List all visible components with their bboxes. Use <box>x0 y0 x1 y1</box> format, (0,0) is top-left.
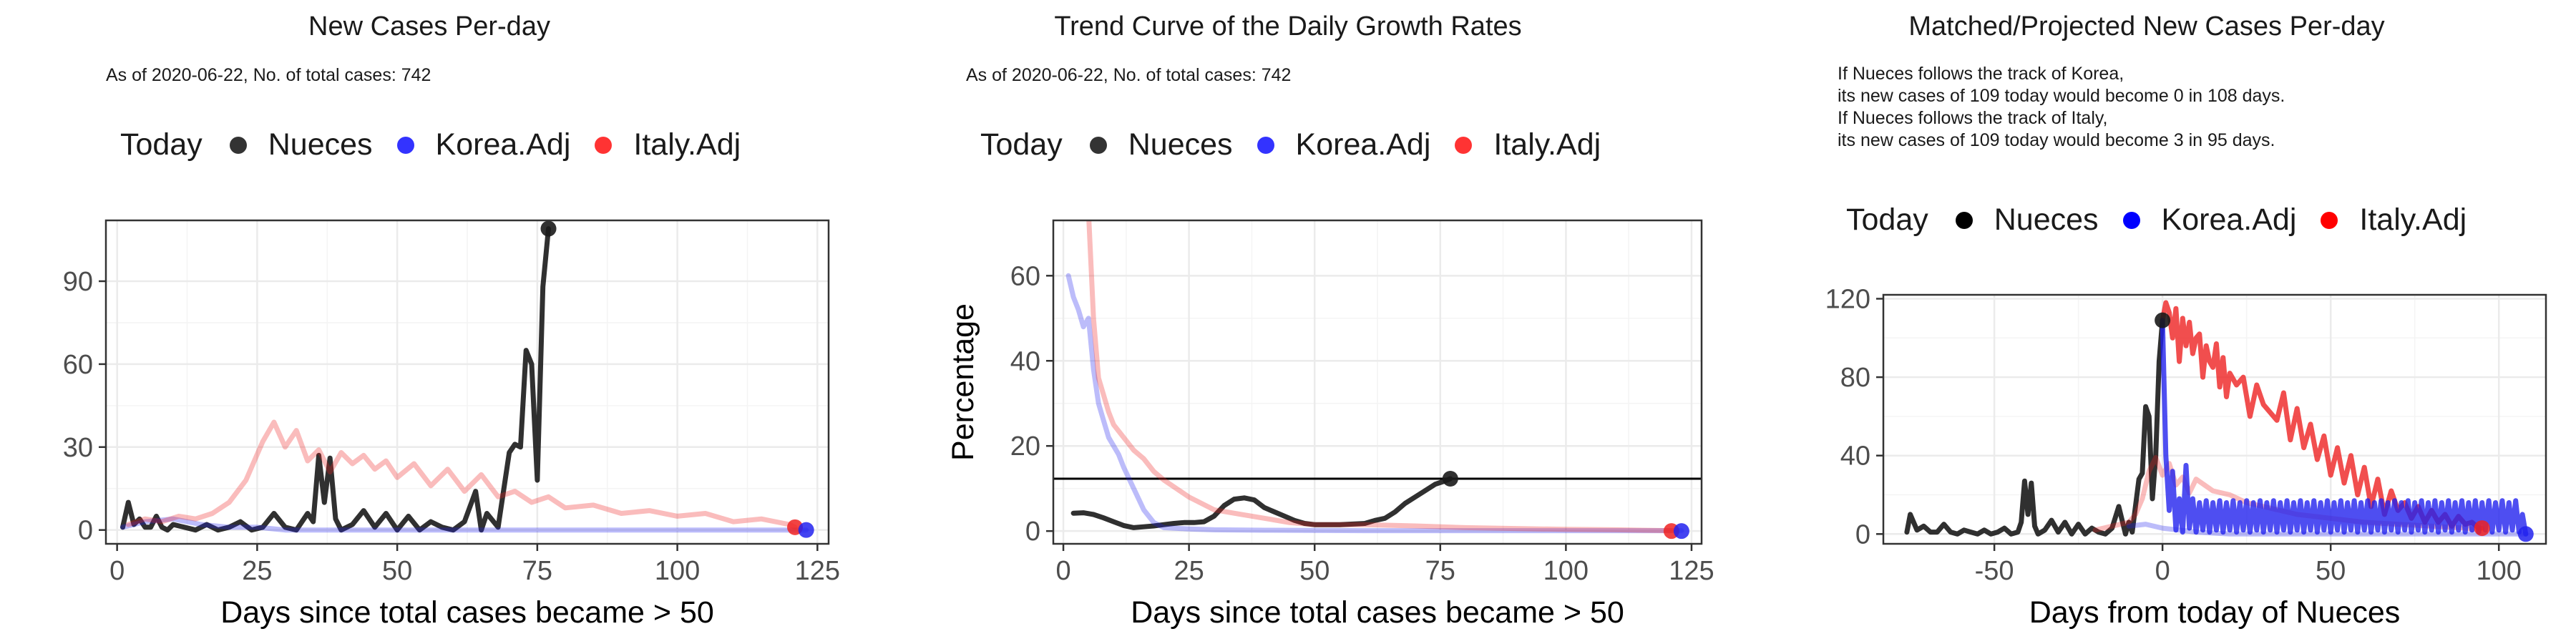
today-point-italy <box>2474 520 2490 537</box>
chart-subtitle: As of 2020-06-22, No. of total cases: 74… <box>106 65 431 85</box>
x-tick-label: 50 <box>382 556 412 586</box>
series-line-italy-adj <box>125 419 798 530</box>
chart-subtitle: If Nueces follows the track of Korea, it… <box>1838 64 2285 150</box>
legend-item-nueces: Nueces <box>1955 203 2099 238</box>
today-point-korea <box>1673 523 1689 540</box>
chart-title: Matched/Projected New Cases Per-day <box>1908 11 2385 42</box>
x-tick-label: 125 <box>1669 556 1714 586</box>
x-axis-label: Days from today of Nueces <box>2029 595 2401 630</box>
legend-dot-nueces <box>1089 136 1107 154</box>
x-tick-label: 75 <box>522 556 552 586</box>
x-tick-label: 25 <box>1174 556 1204 586</box>
legend-item-korea: Korea.Adj <box>2122 203 2297 238</box>
today-point-nueces <box>540 220 557 237</box>
legend-dot-korea <box>2122 211 2140 229</box>
legend-item-italy: Italy.Adj <box>595 127 741 162</box>
x-axis-label: Days since total cases became > 50 <box>220 595 714 630</box>
y-tick-label: 80 <box>1840 363 1870 393</box>
growth-rate-panel: Trend Curve of the Daily Growth Rates As… <box>859 0 1717 644</box>
legend-item-korea: Korea.Adj <box>396 127 571 162</box>
legend-label: Nueces <box>268 127 373 162</box>
chart-legend: Today Nueces Korea.Adj Italy.Adj <box>980 127 1625 162</box>
legend-label: Italy.Adj <box>1493 127 1601 162</box>
x-tick-label: 0 <box>109 556 125 586</box>
legend-label: Italy.Adj <box>2359 203 2467 237</box>
series-line-italy-adj <box>1086 220 1674 534</box>
today-point-korea <box>2517 526 2534 542</box>
x-tick-label: -50 <box>1975 556 2014 586</box>
y-tick-label: 40 <box>1840 441 1870 472</box>
legend-item-korea: Korea.Adj <box>1257 127 1431 162</box>
legend-dot-korea <box>396 136 414 154</box>
legend-item-italy: Italy.Adj <box>2321 203 2467 238</box>
legend-label: Nueces <box>1994 203 2099 237</box>
legend-dot-nueces <box>229 136 247 154</box>
legend-item-italy: Italy.Adj <box>1455 127 1601 162</box>
y-tick-label: 60 <box>1010 261 1040 291</box>
x-axis-label: Days since total cases became > 50 <box>1131 595 1624 630</box>
x-tick-label: 75 <box>1425 556 1455 586</box>
legend-title: Today <box>980 127 1063 162</box>
legend-label: Italy.Adj <box>633 127 741 162</box>
x-tick-label: 100 <box>655 556 700 586</box>
series-line-korea-adj <box>1065 273 1684 534</box>
y-tick-label: 0 <box>1855 519 1870 550</box>
series-group <box>1904 300 2529 537</box>
legend-title: Today <box>1846 203 1928 237</box>
legend-label: Korea.Adj <box>2161 203 2297 237</box>
legend-item-nueces: Nueces <box>1089 127 1233 162</box>
y-tick-label: 90 <box>63 267 93 297</box>
series-line-korea-adj <box>120 516 809 533</box>
projected-cases-plot: -50 0 50 100 0 40 80 120 Days from today of Nuec… <box>1825 284 2547 630</box>
legend-label: Korea.Adj <box>435 127 571 162</box>
chart-title: Trend Curve of the Daily Growth Rates <box>1054 11 1522 42</box>
plot-border <box>104 219 830 545</box>
chart-title: New Cases Per-day <box>308 11 550 42</box>
x-tick-label: 0 <box>2155 556 2170 586</box>
chart-subtitle: As of 2020-06-22, No. of total cases: 74… <box>966 65 1292 85</box>
legend-dot-nueces <box>1955 211 1973 229</box>
x-tick-label: 100 <box>1543 556 1589 586</box>
new-cases-plot: 0 25 50 75 100 125 0 30 60 90 Days since total cas… <box>63 219 840 630</box>
series-line-korea-adj-history- <box>2126 522 2529 537</box>
legend-dot-italy <box>1455 136 1473 154</box>
series-line-nueces <box>1904 318 2165 537</box>
series-group <box>1065 220 1684 534</box>
plot-border <box>1882 293 2547 545</box>
x-tick-label: 100 <box>2476 556 2521 586</box>
series-line-nueces <box>120 226 551 533</box>
today-point-korea <box>798 522 814 538</box>
y-tick-label: 30 <box>63 433 93 463</box>
legend-label: Nueces <box>1128 127 1233 162</box>
legend-dot-italy <box>595 136 613 154</box>
series-group <box>120 226 809 533</box>
legend-item-nueces: Nueces <box>229 127 373 162</box>
x-tick-label: 125 <box>795 556 840 586</box>
growth-rate-plot: 0 25 50 75 100 125 0 20 40 60 Days since total cas… <box>946 219 1714 630</box>
y-tick-label: 0 <box>1025 517 1040 547</box>
y-tick-label: 40 <box>1010 346 1040 376</box>
y-axis-label: Percentage <box>946 303 980 461</box>
legend-title: Today <box>120 127 203 162</box>
plot-border <box>1052 219 1703 545</box>
y-tick-label: 120 <box>1825 284 1870 314</box>
y-tick-label: 20 <box>1010 431 1040 462</box>
x-tick-label: 0 <box>1055 556 1070 586</box>
chart-legend: Today Nueces Korea.Adj Italy.Adj <box>120 127 765 162</box>
y-tick-label: 60 <box>63 350 93 380</box>
x-tick-label: 50 <box>1299 556 1330 586</box>
projected-cases-panel: Matched/Projected New Cases Per-day If N… <box>1717 0 2576 644</box>
legend-dot-korea <box>1257 136 1274 154</box>
x-tick-label: 25 <box>242 556 272 586</box>
today-point-nueces <box>1442 471 1458 487</box>
legend-dot-italy <box>2321 211 2338 229</box>
chart-legend: Today Nueces Korea.Adj Italy.Adj <box>1846 203 2491 238</box>
series-line-nueces <box>1070 476 1453 530</box>
today-point-nueces <box>2155 312 2171 328</box>
y-tick-label: 0 <box>78 516 93 546</box>
legend-label: Korea.Adj <box>1295 127 1431 162</box>
new-cases-panel: New Cases Per-day As of 2020-06-22, No. … <box>0 0 859 644</box>
series-line-korea-adj <box>2160 318 2529 537</box>
x-tick-label: 50 <box>2316 556 2346 586</box>
